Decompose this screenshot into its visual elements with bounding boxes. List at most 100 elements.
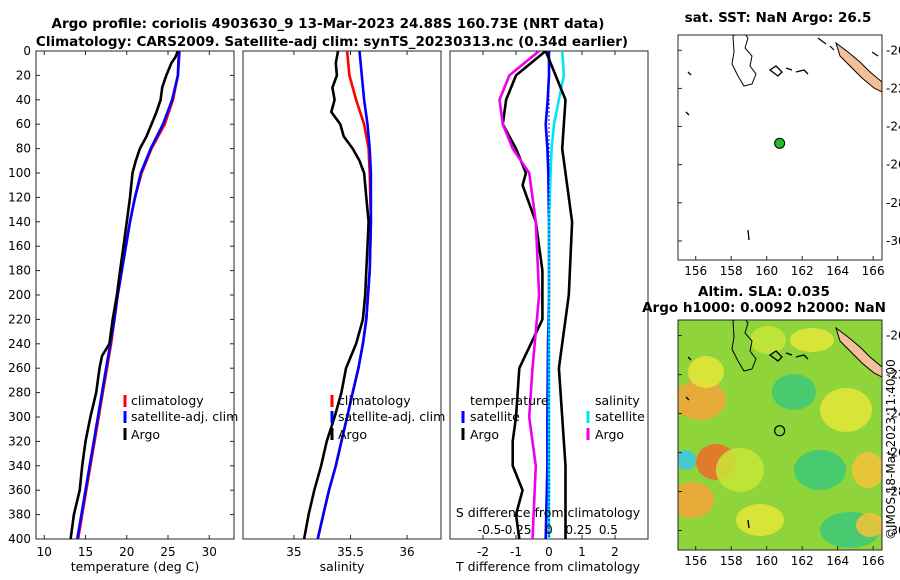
lon-tick-label: 156 [684,554,707,568]
chesterfield-islets [685,65,809,241]
salinity-xlabel: salinity [320,559,365,574]
depth-tick-label: 40 [16,93,31,107]
legend-label-salinity-satellite: satellite [595,409,645,424]
legend-label-climatology: climatology [338,393,411,408]
lon-tick-label: 164 [826,554,849,568]
lat-tick-label: -28 [886,196,900,210]
x-tick-label: 1 [578,545,586,559]
depth-tick-label: 0 [23,44,31,58]
salinity-panel: 35 35.5 36 salinity climatology satellite-… [242,50,445,574]
lat-tick-label: -24 [886,407,900,421]
figure-title-line2: Climatology: CARS2009. Satellite-adj cli… [36,34,628,50]
sla-blob [736,504,784,536]
depth-tick-label: 260 [8,361,31,375]
lat-tick-label: -26 [886,158,900,172]
sla-blob [678,380,726,420]
salinity-x-axis: 35 35.5 36 [286,51,415,559]
sla-blob [790,328,834,352]
lat-tick-label: -22 [886,368,900,382]
temperature-panel: 0204060801001201401601802002202402602803… [8,44,648,574]
x-tick-label: 2 [611,545,619,559]
depth-tick-label: 300 [8,410,31,424]
depth-tick-label: 340 [8,459,31,473]
lon-tick-label: 162 [791,554,814,568]
depth-tick-label: 200 [8,288,31,302]
series-temperature-argo [501,51,547,539]
x-tick-label: 10 [37,545,52,559]
new-caledonia-land [835,41,882,93]
new-caledonia-land [835,326,882,378]
temperature-legend: climatology satellite-adj. clim Argo [123,393,238,442]
s-difference-tick-label: -0.25 [500,523,531,537]
vanuatu-coast [731,35,757,87]
sla-blob [772,374,816,410]
s-difference-tick-label: 0 [545,523,553,537]
legend-label-satellite: satellite-adj. clim [338,409,445,424]
x-tick-label: 20 [119,545,134,559]
x-tick-label: 36 [399,545,414,559]
x-tick-label: -2 [477,545,489,559]
temperature-x-axis: 10 15 20 25 30 [37,51,217,559]
lon-tick-label: 166 [862,554,885,568]
lat-tick-label: -26 [886,446,900,460]
difference-series [498,51,574,539]
difference-legend: temperature satellite Argo salinity sate… [461,393,645,442]
lon-tick-label: 162 [791,264,814,278]
salinity-series [302,51,373,539]
sst-map-title: sat. SST: NaN Argo: 26.5 [685,10,872,26]
depth-tick-label: 80 [16,142,31,156]
salinity-difference-ticks: -0.5 -0.25 0 0.25 0.5 [478,523,618,537]
lat-tick-label: -28 [886,485,900,499]
s-difference-tick-label: -0.5 [478,523,501,537]
lon-tick-label: 166 [862,264,885,278]
depth-tick-label: 140 [8,215,31,229]
salinity-legend: climatology satellite-adj. clim Argo [330,393,445,442]
temperature-series [69,51,181,539]
sla-blob [750,326,786,354]
legend-label-climatology: climatology [131,393,204,408]
s-difference-tick-label: 0.5 [599,523,618,537]
s-difference-label: S difference from climatology [456,505,641,520]
salinity-axes-box [242,50,442,540]
depth-tick-label: 120 [8,190,31,204]
temperature-axes-box [35,50,235,540]
legend-label-temperature-argo: Argo [470,427,499,442]
x-tick-label: 30 [202,545,217,559]
depth-tick-label: 20 [16,68,31,82]
x-tick-label: 25 [160,545,175,559]
lon-tick-label: 164 [826,264,849,278]
lat-tick-label: -20 [886,43,900,57]
sla-anomaly-blobs [678,326,882,548]
depth-tick-label: 320 [8,434,31,448]
depth-tick-label: 180 [8,264,31,278]
argo-float-marker [774,425,786,437]
lon-tick-label: 158 [720,554,743,568]
depth-tick-label: 160 [8,239,31,253]
x-tick-label: 0 [545,545,553,559]
vanuatu-coast [731,320,757,372]
sla-blob [678,450,696,470]
lat-tick-label: -20 [886,329,900,343]
lon-tick-label: 156 [684,264,707,278]
sla-blob [856,513,882,537]
sst-map-axes: 156 158 160 162 164 166 -20 -22 -24 -26 -28 -30 [678,43,900,278]
depth-tick-label: 240 [8,337,31,351]
lat-tick-label: -30 [886,234,900,248]
sla-map-field [678,320,882,550]
sla-map-axes: 156 158 160 162 164 166 -20 -22 -24 -26 -28 -30 [678,329,900,568]
series-satellite-adj-clim [316,51,373,539]
legend-label-argo: Argo [131,427,160,442]
sla-blob [716,448,764,492]
depth-tick-label: 220 [8,312,31,326]
depth-tick-label: 400 [8,532,31,546]
series-argo [69,51,180,539]
sla-blob [678,482,714,518]
lon-tick-label: 160 [755,264,778,278]
imos-credit: ©IMOS 18-Mar-2023 11:40:00 [884,359,898,540]
difference-panel: -2 -1 0 1 2 S difference from climatology -0… [449,50,649,574]
sla-blob [688,356,724,388]
legend-title-temperature: temperature [470,393,549,408]
sla-blob [820,388,872,432]
lat-tick-label: -30 [886,524,900,538]
